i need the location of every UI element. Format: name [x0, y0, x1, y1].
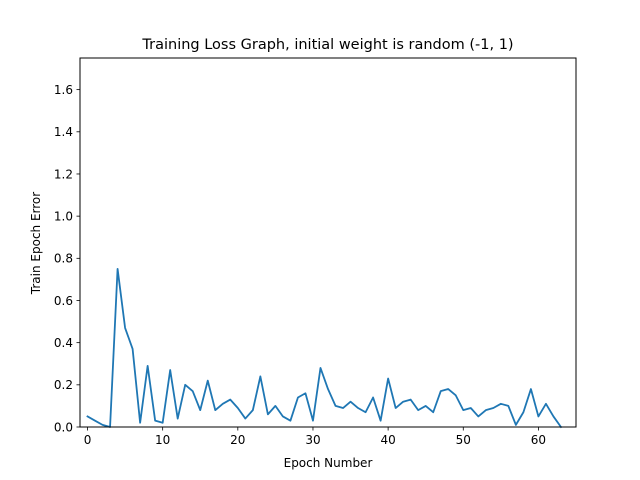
axes-frame	[79, 57, 577, 428]
y-tick-label: 0.6	[54, 294, 73, 308]
y-tick-label: 1.2	[54, 167, 73, 181]
y-tick-label: 1.6	[54, 83, 73, 97]
x-tick-label: 40	[380, 433, 395, 447]
x-axis-label: Epoch Number	[284, 456, 373, 470]
x-tick-label: 0	[84, 433, 92, 447]
y-tick-label: 0.0	[54, 420, 73, 434]
x-tick-label: 20	[230, 433, 245, 447]
x-axis-ticks: 0 10 20 30 40 50 60	[84, 427, 546, 447]
y-tick-label: 0.2	[54, 378, 73, 392]
chart-title: Training Loss Graph, initial weight is r…	[141, 37, 513, 53]
y-axis-ticks: 0.0 0.2 0.4 0.6 0.8 1.0 1.2 1.4 1.6	[54, 83, 80, 434]
y-tick-label: 1.0	[54, 209, 73, 223]
y-tick-label: 1.4	[54, 125, 73, 139]
y-tick-label: 0.8	[54, 252, 73, 266]
x-tick-label: 10	[155, 433, 170, 447]
x-tick-label: 50	[456, 433, 471, 447]
y-axis-label: Train Epoch Error	[29, 192, 43, 295]
y-tick-label: 0.4	[54, 336, 73, 350]
series-line	[86, 267, 563, 429]
x-tick-label: 60	[531, 433, 546, 447]
x-tick-label: 30	[305, 433, 320, 447]
